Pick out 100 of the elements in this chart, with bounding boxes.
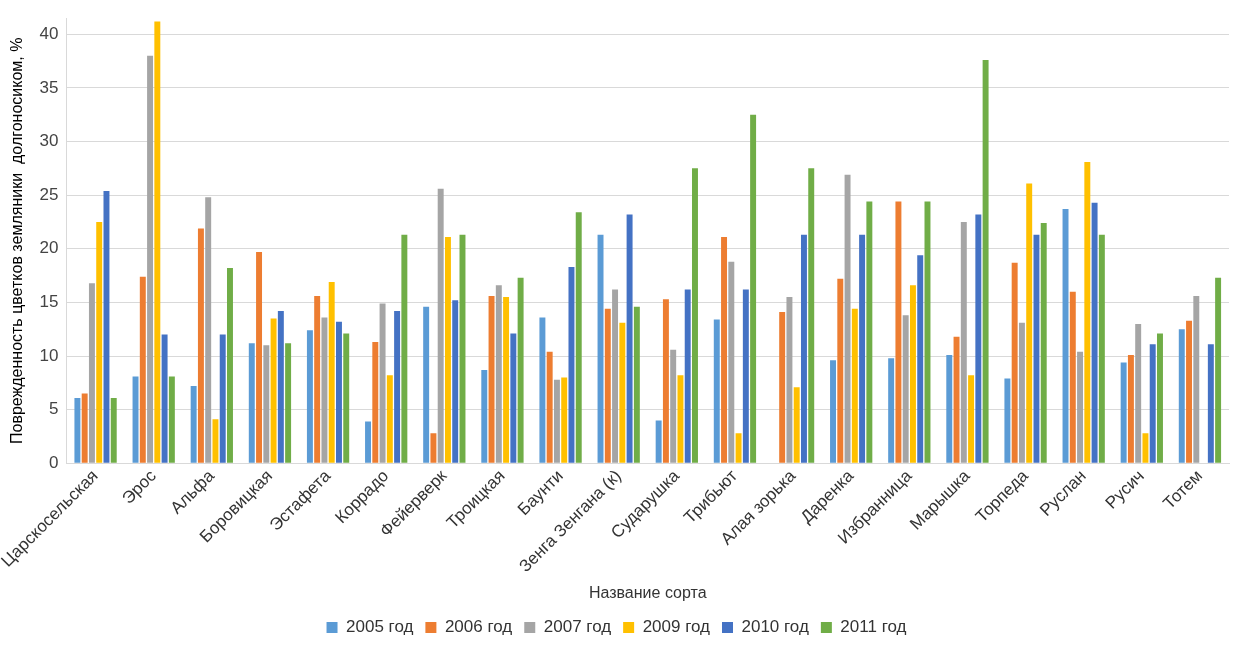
- bar: [1157, 333, 1163, 463]
- legend-label: 2007 год: [543, 617, 612, 637]
- bar: [721, 237, 728, 463]
- bar: [1084, 161, 1091, 463]
- bar: [452, 300, 459, 463]
- bar: [684, 289, 691, 463]
- bar: [314, 296, 321, 463]
- bar: [626, 214, 633, 463]
- bar: [968, 375, 975, 463]
- bar: [437, 188, 444, 463]
- bar: [256, 252, 263, 463]
- bar: [1062, 209, 1069, 463]
- bar: [692, 168, 698, 463]
- y-tick-label: 25: [39, 184, 59, 204]
- bar: [1091, 202, 1098, 463]
- bar: [539, 317, 546, 463]
- bar: [713, 319, 720, 463]
- y-tick-label: 5: [49, 399, 59, 419]
- bar: [808, 168, 815, 463]
- bar: [597, 234, 604, 463]
- bar: [830, 360, 837, 463]
- y-tick-label: 10: [39, 345, 59, 365]
- bar: [168, 376, 175, 463]
- bar: [386, 375, 393, 463]
- bar: [197, 228, 204, 463]
- bar: [779, 312, 786, 463]
- y-tick-label: 35: [39, 77, 59, 97]
- bar: [917, 255, 924, 463]
- bar: [844, 174, 851, 463]
- bar: [750, 114, 757, 463]
- bar: [1026, 183, 1033, 463]
- bar: [74, 397, 81, 463]
- bar: [212, 419, 219, 463]
- y-tick-label: 0: [49, 453, 59, 473]
- x-axis-title: Название сорта: [588, 583, 707, 601]
- bar: [619, 322, 626, 463]
- bar: [401, 234, 408, 463]
- y-tick-label: 20: [39, 238, 59, 258]
- bar: [306, 330, 313, 463]
- bar: [1069, 291, 1076, 463]
- y-axis-title: Поврежденность цветков земляники долгоносиком, %: [8, 37, 26, 444]
- bar: [503, 297, 510, 463]
- bar: [277, 311, 284, 463]
- bar: [1215, 277, 1222, 463]
- bar: [800, 234, 807, 463]
- bar: [190, 386, 197, 463]
- legend-label: 2011 год: [840, 617, 907, 637]
- bar: [285, 343, 292, 463]
- y-tick-label: 40: [39, 23, 59, 43]
- bar: [248, 343, 255, 463]
- bar: [328, 282, 335, 463]
- bar: [1018, 322, 1025, 463]
- bar: [742, 289, 749, 463]
- y-tick-label: 15: [39, 292, 59, 312]
- bar: [96, 221, 103, 463]
- legend-label: 2010 год: [741, 617, 809, 637]
- bar: [1142, 433, 1149, 463]
- bar: [110, 397, 117, 463]
- bar: [902, 315, 909, 463]
- bar: [866, 201, 873, 463]
- legend-label: 2009 год: [642, 617, 711, 637]
- bar: [575, 212, 582, 463]
- bar: [263, 345, 270, 463]
- bar: [154, 21, 161, 463]
- bar: [662, 299, 669, 463]
- bar: [851, 308, 858, 463]
- legend-label: 2005 год: [346, 617, 414, 637]
- bar: [517, 277, 524, 463]
- bar: [161, 334, 168, 463]
- bar: [321, 317, 328, 463]
- bar: [1098, 234, 1105, 463]
- bar: [655, 420, 662, 463]
- bar: [481, 370, 488, 463]
- bar: [677, 375, 684, 463]
- bar: [793, 387, 800, 463]
- bar: [270, 318, 277, 463]
- bar: [103, 190, 110, 463]
- bar: [510, 333, 517, 463]
- bar: [1135, 323, 1142, 463]
- bar: [786, 297, 793, 463]
- bar: [444, 237, 451, 463]
- bar: [975, 214, 982, 463]
- bar: [372, 342, 379, 463]
- bar: [728, 261, 735, 463]
- bar: [495, 285, 502, 463]
- bar: [546, 351, 553, 463]
- bar: [670, 349, 677, 463]
- bar: [1149, 344, 1156, 463]
- bar: [612, 289, 619, 463]
- bar: [1004, 378, 1011, 463]
- bar: [365, 421, 372, 463]
- bar: [343, 333, 350, 463]
- bar: [335, 321, 342, 463]
- bar: [1207, 344, 1214, 463]
- bar: [888, 358, 895, 463]
- bar: [859, 234, 866, 463]
- bar: [379, 303, 386, 463]
- bar: [735, 433, 742, 463]
- bar: [430, 433, 437, 463]
- bar: [1077, 351, 1084, 463]
